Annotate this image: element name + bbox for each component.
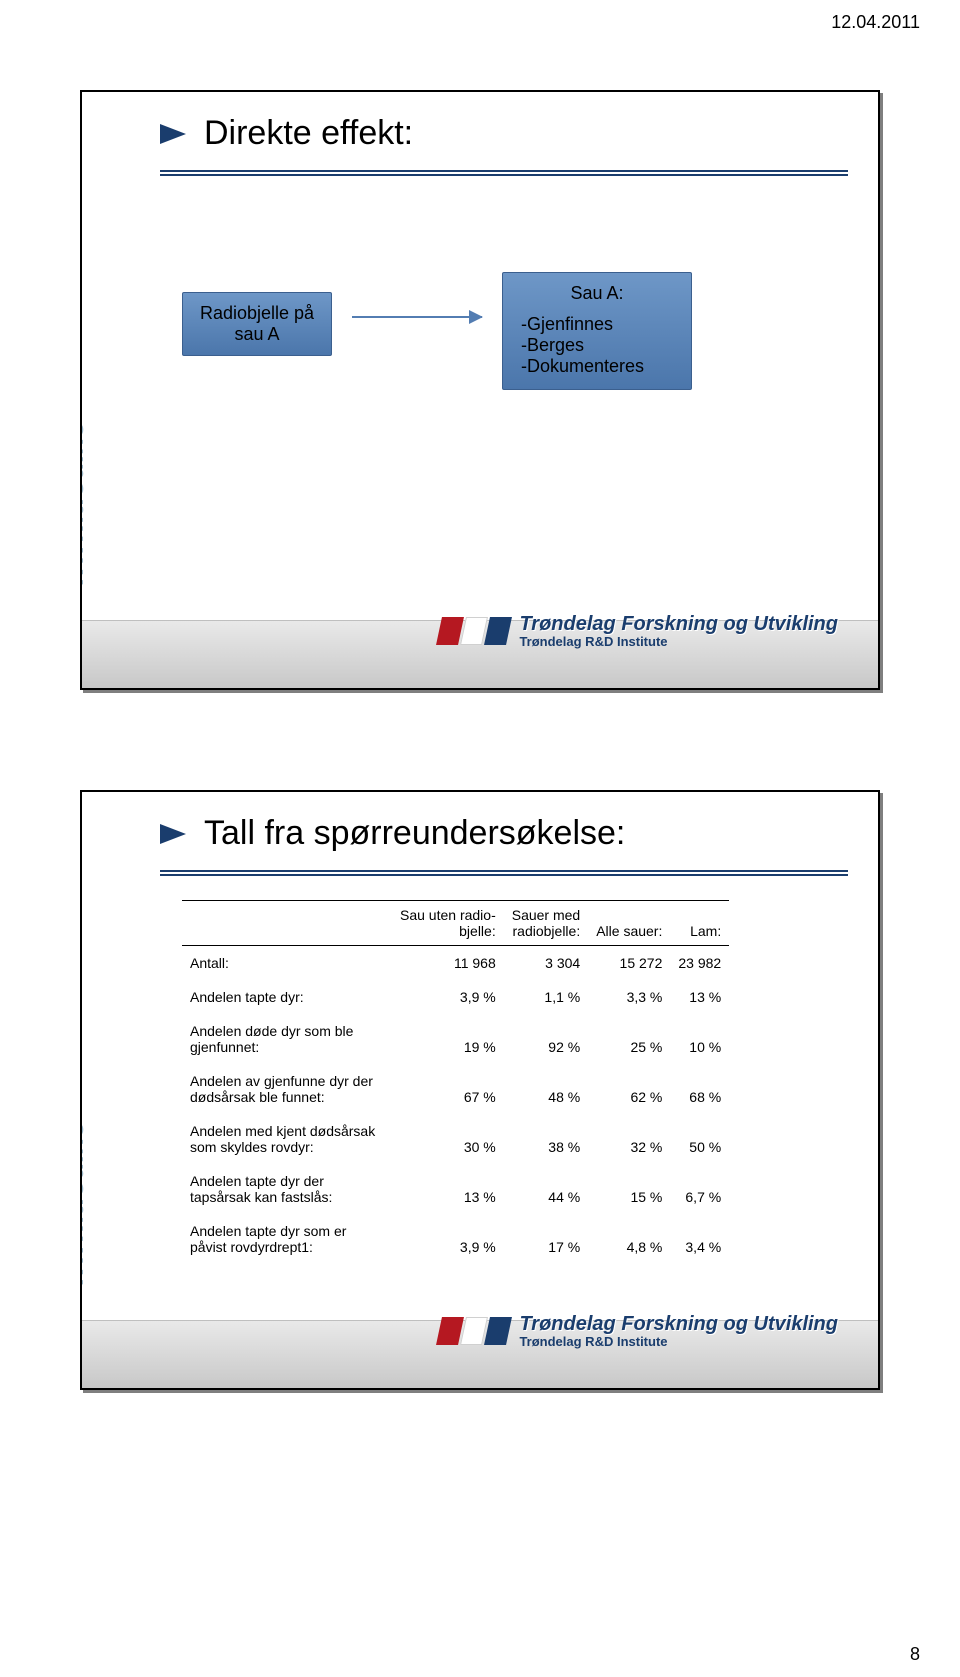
col-blank bbox=[182, 901, 392, 946]
table-row: Andelen av gjenfunne dyr der dødsårsak b… bbox=[182, 1064, 729, 1114]
box-right-line1: -Gjenfinnes bbox=[521, 314, 673, 335]
title-underline-inner bbox=[160, 874, 848, 876]
col3-line2: radiobjelle: bbox=[512, 923, 580, 939]
cell: 13 % bbox=[392, 1164, 504, 1214]
slide-2: www.tfou.no Tall fra spørreundersøkelse:… bbox=[80, 790, 880, 1390]
slide1-title-row: Direkte effekt: bbox=[160, 114, 848, 153]
row-label: Andelen tapte dyr som er påvist rovdyrdr… bbox=[182, 1214, 392, 1264]
slide2-footer: Trøndelag Forskning og Utvikling Trøndel… bbox=[82, 1302, 878, 1388]
cell: 10 % bbox=[670, 1014, 729, 1064]
row-label: Andelen tapte dyr der tapsårsak kan fast… bbox=[182, 1164, 392, 1214]
box-radiobjelle: Radiobjelle på sau A bbox=[182, 292, 332, 356]
table-row: Andelen tapte dyr der tapsårsak kan fast… bbox=[182, 1164, 729, 1214]
slide-1: www.tfou.no Direkte effekt: Radiobjelle … bbox=[80, 90, 880, 690]
footer-flags-icon bbox=[439, 1317, 509, 1345]
cell: 44 % bbox=[504, 1164, 588, 1214]
cell: 3,9 % bbox=[392, 980, 504, 1014]
flag-blue-icon bbox=[484, 1317, 512, 1345]
table-row: Andelen tapte dyr som er påvist rovdyrdr… bbox=[182, 1214, 729, 1264]
page-number: 8 bbox=[910, 1644, 920, 1665]
table-body: Antall: 11 968 3 304 15 272 23 982 Andel… bbox=[182, 946, 729, 1265]
title-underline bbox=[160, 170, 848, 172]
row-label: Andelen tapte dyr: bbox=[182, 980, 392, 1014]
row-label: Andelen med kjent dødsårsak som skyldes … bbox=[182, 1114, 392, 1164]
footer-logo: Trøndelag Forskning og Utvikling Trøndel… bbox=[439, 614, 838, 649]
table-row: Andelen døde dyr som ble gjenfunnet: 19 … bbox=[182, 1014, 729, 1064]
box-left-line1: Radiobjelle på bbox=[197, 303, 317, 324]
cell: 6,7 % bbox=[670, 1164, 729, 1214]
col-sau-uten: Sau uten radio- bjelle: bbox=[392, 901, 504, 946]
slide1-footer: Trøndelag Forskning og Utvikling Trøndel… bbox=[82, 602, 878, 688]
cell: 92 % bbox=[504, 1014, 588, 1064]
survey-table: Sau uten radio- bjelle: Sauer med radiob… bbox=[182, 900, 729, 1264]
footer-main: Trøndelag Forskning og Utvikling bbox=[519, 1314, 838, 1335]
box-right-line2: -Berges bbox=[521, 335, 673, 356]
cell: 17 % bbox=[504, 1214, 588, 1264]
cell: 32 % bbox=[588, 1114, 670, 1164]
title-underline bbox=[160, 870, 848, 872]
footer-flags-icon bbox=[439, 617, 509, 645]
footer-sub: Trøndelag R&D Institute bbox=[519, 1335, 838, 1349]
box-sau-a: Sau A: -Gjenfinnes -Berges -Dokumenteres bbox=[502, 272, 692, 390]
cell: 68 % bbox=[670, 1064, 729, 1114]
col3-line1: Sauer med bbox=[512, 907, 580, 923]
col2-line1: Sau uten radio- bbox=[400, 907, 496, 923]
sidebar-url: www.tfou.no bbox=[80, 421, 90, 588]
flag-blue-icon bbox=[484, 617, 512, 645]
table-header-row: Sau uten radio- bjelle: Sauer med radiob… bbox=[182, 901, 729, 946]
cell: 3,9 % bbox=[392, 1214, 504, 1264]
box-right-header: Sau A: bbox=[521, 283, 673, 304]
col-lam: Lam: bbox=[670, 901, 729, 946]
title-underline-inner bbox=[160, 174, 848, 176]
slide2-title-row: Tall fra spørreundersøkelse: bbox=[160, 814, 848, 853]
col2-line2: bjelle: bbox=[400, 923, 496, 939]
box-left-line2: sau A bbox=[197, 324, 317, 345]
cell: 15 % bbox=[588, 1164, 670, 1214]
cell: 25 % bbox=[588, 1014, 670, 1064]
cell: 15 272 bbox=[588, 946, 670, 981]
cell: 3,4 % bbox=[670, 1214, 729, 1264]
footer-text: Trøndelag Forskning og Utvikling Trøndel… bbox=[519, 1314, 838, 1349]
table-row: Andelen tapte dyr: 3,9 % 1,1 % 3,3 % 13 … bbox=[182, 980, 729, 1014]
table-row: Andelen med kjent dødsårsak som skyldes … bbox=[182, 1114, 729, 1164]
cell: 3 304 bbox=[504, 946, 588, 981]
cell: 30 % bbox=[392, 1114, 504, 1164]
triangle-bullet-icon bbox=[160, 124, 186, 144]
table-row: Antall: 11 968 3 304 15 272 23 982 bbox=[182, 946, 729, 981]
cell: 4,8 % bbox=[588, 1214, 670, 1264]
footer-main: Trøndelag Forskning og Utvikling bbox=[519, 614, 838, 635]
col-alle-sauer: Alle sauer: bbox=[588, 901, 670, 946]
arrow-icon bbox=[352, 316, 482, 318]
slide1-title: Direkte effekt: bbox=[204, 114, 413, 153]
cell: 23 982 bbox=[670, 946, 729, 981]
slide2-title: Tall fra spørreundersøkelse: bbox=[204, 814, 625, 853]
cell: 19 % bbox=[392, 1014, 504, 1064]
row-label: Andelen av gjenfunne dyr der dødsårsak b… bbox=[182, 1064, 392, 1114]
col-sauer-med: Sauer med radiobjelle: bbox=[504, 901, 588, 946]
row-label: Antall: bbox=[182, 946, 392, 981]
cell: 62 % bbox=[588, 1064, 670, 1114]
cell: 38 % bbox=[504, 1114, 588, 1164]
sidebar-url: www.tfou.no bbox=[80, 1121, 90, 1288]
cell: 11 968 bbox=[392, 946, 504, 981]
box-right-line3: -Dokumenteres bbox=[521, 356, 673, 377]
cell: 48 % bbox=[504, 1064, 588, 1114]
footer-logo: Trøndelag Forskning og Utvikling Trøndel… bbox=[439, 1314, 838, 1349]
footer-sub: Trøndelag R&D Institute bbox=[519, 635, 838, 649]
cell: 3,3 % bbox=[588, 980, 670, 1014]
cell: 13 % bbox=[670, 980, 729, 1014]
cell: 67 % bbox=[392, 1064, 504, 1114]
footer-text: Trøndelag Forskning og Utvikling Trøndel… bbox=[519, 614, 838, 649]
cell: 50 % bbox=[670, 1114, 729, 1164]
row-label: Andelen døde dyr som ble gjenfunnet: bbox=[182, 1014, 392, 1064]
page-date: 12.04.2011 bbox=[831, 12, 920, 33]
cell: 1,1 % bbox=[504, 980, 588, 1014]
triangle-bullet-icon bbox=[160, 824, 186, 844]
